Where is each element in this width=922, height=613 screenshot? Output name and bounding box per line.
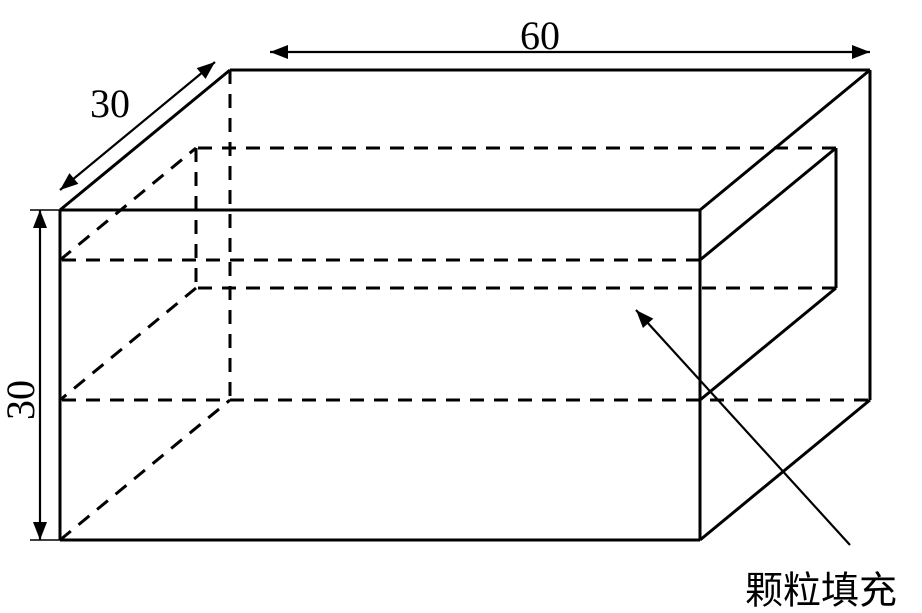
- dim-height-label: 30: [0, 380, 43, 420]
- callout-label: 颗粒填充: [745, 571, 897, 613]
- diagram-canvas: 60 30 30 颗粒填充: [0, 0, 922, 613]
- dim-top-label: 60: [520, 13, 560, 58]
- dim-depth-label: 30: [90, 81, 130, 126]
